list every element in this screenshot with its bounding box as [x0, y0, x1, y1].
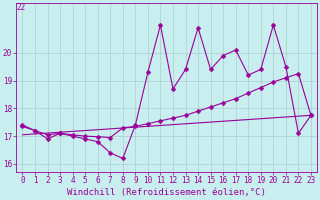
X-axis label: Windchill (Refroidissement éolien,°C): Windchill (Refroidissement éolien,°C) [67, 188, 266, 197]
Text: 22: 22 [16, 3, 26, 12]
